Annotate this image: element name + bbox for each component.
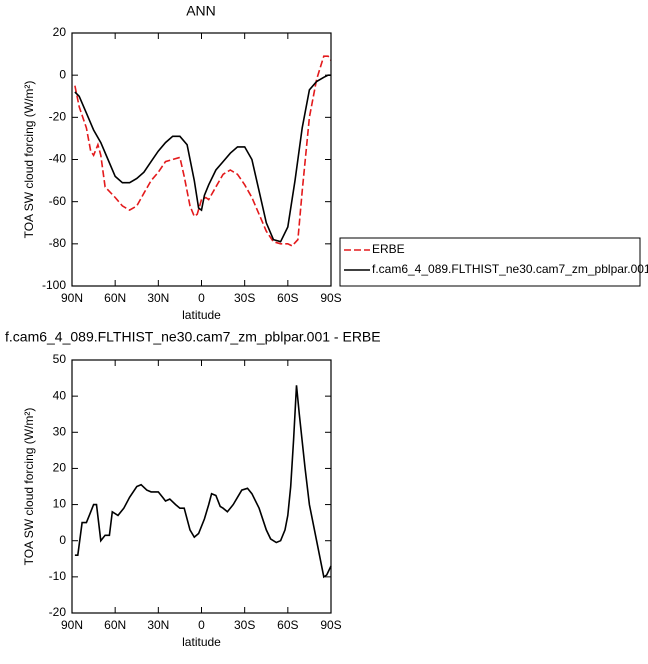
x-tick-label: 30N [147,618,169,632]
x-tick-label: 90S [320,291,341,305]
x-tick-label: 60N [104,618,126,632]
data-line [74,55,332,247]
y-tick-label: 0 [59,67,66,81]
x-tick-label: 90S [320,618,341,632]
y-tick-label: 20 [53,25,67,39]
x-axis-label: latitude [182,308,221,322]
legend-label: f.cam6_4_089.FLTHIST_ne30.cam7_zm_pblpar… [372,262,648,276]
y-tick-label: -20 [49,605,67,619]
chart-title: ANN [186,3,216,19]
y-tick-label: 20 [53,461,67,475]
y-tick-label: 40 [53,388,67,402]
x-tick-label: 30S [234,291,255,305]
x-tick-label: 60N [104,291,126,305]
y-tick-label: -100 [42,278,66,292]
x-tick-label: 60S [277,291,298,305]
plot-frame [71,359,332,614]
x-tick-label: 30S [234,618,255,632]
y-tick-label: 0 [59,533,66,547]
x-tick-label: 0 [198,618,205,632]
y-tick-label: -80 [49,236,67,250]
x-axis-label: latitude [182,635,221,649]
y-tick-label: -10 [49,569,67,583]
y-tick-label: 30 [53,424,67,438]
data-line [74,74,331,243]
chart-title: f.cam6_4_089.FLTHIST_ne30.cam7_zm_pblpar… [5,329,381,345]
legend-box [339,237,641,287]
x-tick-label: 0 [198,291,205,305]
y-axis-label: TOA SW cloud forcing (W/m²) [22,408,36,566]
legend-label: ERBE [372,242,405,256]
y-tick-label: -40 [49,152,67,166]
x-tick-label: 90N [61,618,83,632]
y-axis-label: TOA SW cloud forcing (W/m²) [22,81,36,239]
x-tick-label: 30N [147,291,169,305]
y-tick-label: 50 [53,352,67,366]
plot-frame [71,32,332,287]
x-tick-label: 60S [277,618,298,632]
data-line [74,385,332,579]
y-tick-label: -60 [49,194,67,208]
x-tick-label: 90N [61,291,83,305]
y-tick-label: -20 [49,110,67,124]
y-tick-label: 10 [53,497,67,511]
